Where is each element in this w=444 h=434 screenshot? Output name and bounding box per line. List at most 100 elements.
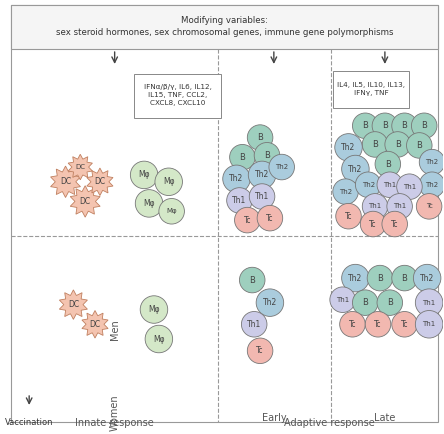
Text: Th2: Th2 [275, 164, 288, 170]
Circle shape [416, 194, 442, 219]
Circle shape [249, 184, 275, 209]
Circle shape [365, 312, 391, 337]
Text: IL4, IL5, IL10, IL13,
IFNγ, TNF: IL4, IL5, IL10, IL13, IFNγ, TNF [337, 82, 405, 96]
Text: Th2: Th2 [348, 273, 363, 283]
Text: Th1: Th1 [423, 299, 436, 306]
Circle shape [415, 310, 443, 338]
Text: Th1: Th1 [403, 184, 416, 190]
Text: B: B [416, 141, 422, 150]
Text: Tc: Tc [266, 214, 274, 223]
Circle shape [341, 155, 369, 183]
Circle shape [230, 145, 255, 170]
Text: Mφ: Mφ [153, 335, 165, 344]
Circle shape [256, 289, 284, 316]
Circle shape [140, 296, 168, 323]
Text: Th1: Th1 [336, 297, 349, 302]
Text: Tc: Tc [401, 320, 408, 329]
Circle shape [377, 172, 403, 197]
Circle shape [254, 142, 280, 168]
Polygon shape [51, 166, 80, 197]
Text: Th2: Th2 [230, 174, 244, 183]
Circle shape [385, 132, 410, 157]
Circle shape [396, 174, 422, 200]
Text: Th2: Th2 [420, 273, 434, 283]
Circle shape [135, 190, 163, 217]
Circle shape [333, 179, 358, 204]
Text: Men: Men [110, 319, 120, 339]
Text: Th2: Th2 [425, 182, 439, 188]
Text: B: B [264, 151, 270, 160]
Text: B: B [257, 133, 263, 142]
Text: Early: Early [262, 413, 286, 423]
Text: B: B [372, 140, 378, 149]
Circle shape [247, 338, 273, 364]
Text: Th2: Th2 [425, 159, 439, 165]
Text: Modifying variables:
sex steroid hormones, sex chromosomal genes, immune gene po: Modifying variables: sex steroid hormone… [56, 16, 393, 37]
Text: DC: DC [60, 178, 71, 186]
Circle shape [223, 165, 250, 193]
Text: DC: DC [68, 300, 79, 309]
Circle shape [372, 113, 398, 138]
Circle shape [367, 265, 393, 291]
Text: Vaccination: Vaccination [5, 418, 53, 427]
Text: Tc: Tc [426, 204, 432, 209]
Circle shape [419, 149, 444, 175]
Circle shape [242, 312, 267, 337]
Text: Th2: Th2 [263, 298, 277, 307]
Text: Th1: Th1 [423, 321, 436, 327]
Text: B: B [402, 121, 408, 130]
Circle shape [407, 133, 432, 158]
Polygon shape [59, 290, 87, 319]
Text: Mφ: Mφ [139, 171, 150, 179]
Circle shape [227, 187, 252, 213]
Circle shape [362, 132, 388, 157]
Text: Tc: Tc [244, 216, 251, 225]
Polygon shape [70, 186, 100, 217]
Text: B: B [387, 298, 393, 307]
Text: Th1: Th1 [393, 204, 406, 209]
Circle shape [355, 172, 381, 197]
Text: B: B [395, 140, 400, 149]
Text: Tc: Tc [256, 346, 264, 355]
Circle shape [413, 264, 441, 292]
Text: Th1: Th1 [255, 192, 269, 201]
Text: B: B [249, 276, 255, 285]
Text: Women: Women [110, 395, 120, 431]
Text: Tc: Tc [349, 320, 356, 329]
Text: Th1: Th1 [369, 204, 382, 209]
Text: B: B [385, 160, 391, 168]
Text: B: B [382, 121, 388, 130]
Text: DC: DC [95, 178, 106, 186]
Text: Tc: Tc [345, 212, 352, 220]
Circle shape [392, 265, 417, 291]
Circle shape [239, 267, 265, 293]
Circle shape [335, 134, 362, 161]
Circle shape [269, 154, 294, 180]
Text: Th2: Th2 [341, 143, 356, 152]
Text: B: B [421, 121, 427, 130]
Text: Tc: Tc [391, 220, 398, 229]
Circle shape [353, 290, 378, 316]
Circle shape [336, 204, 361, 229]
Circle shape [257, 205, 283, 231]
Circle shape [412, 113, 437, 138]
Text: Tc: Tc [374, 320, 382, 329]
Circle shape [353, 113, 378, 138]
Text: Mφ: Mφ [166, 208, 177, 214]
Text: Th1: Th1 [383, 182, 396, 188]
Circle shape [131, 161, 158, 189]
Text: Th1: Th1 [232, 196, 246, 205]
Circle shape [392, 113, 417, 138]
Text: B: B [239, 153, 246, 162]
Circle shape [375, 151, 400, 177]
Circle shape [419, 172, 444, 197]
Circle shape [382, 211, 408, 237]
Text: Mφ: Mφ [163, 178, 174, 186]
Text: B: B [362, 298, 368, 307]
Text: Th2: Th2 [348, 164, 363, 174]
Text: DC: DC [89, 320, 101, 329]
Circle shape [415, 289, 443, 316]
Text: Mφ: Mφ [148, 305, 160, 314]
Text: B: B [362, 121, 368, 130]
Text: IFNα/β/γ, IL6, IL12,
IL15, TNF, CCL2,
CXCL8, CXCL10: IFNα/β/γ, IL6, IL12, IL15, TNF, CCL2, CX… [143, 84, 211, 106]
